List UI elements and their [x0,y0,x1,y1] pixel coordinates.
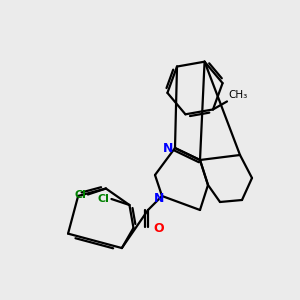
Text: Cl: Cl [98,194,110,204]
Text: O: O [153,221,164,235]
Text: N: N [154,191,164,205]
Text: Cl: Cl [74,190,86,200]
Text: CH₃: CH₃ [228,90,247,100]
Text: N: N [163,142,173,154]
